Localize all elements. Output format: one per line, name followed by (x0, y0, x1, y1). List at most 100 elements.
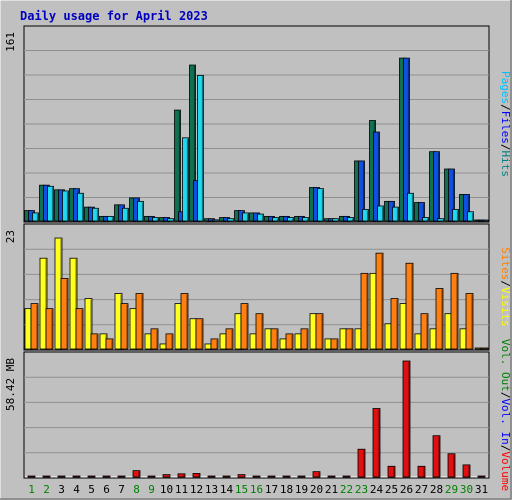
bar-sites-day-14 (225, 328, 234, 350)
bar-files-day-23 (358, 160, 365, 222)
bar-pages-day-20 (317, 188, 324, 222)
x-tick-label-day-20: 20 (310, 483, 323, 496)
bar-sites-day-15 (240, 303, 249, 350)
bar-sites-day-1 (30, 303, 39, 350)
x-tick-label-day-11: 11 (175, 483, 188, 496)
bar-pages-day-13 (212, 219, 219, 222)
bar-volume-day-9 (147, 475, 156, 478)
bar-volume-day-31 (477, 475, 486, 478)
bar-sites-day-10 (165, 333, 174, 350)
x-tick-label-day-16: 16 (250, 483, 263, 496)
legend-entry: / (499, 392, 512, 399)
legend-hits-files-pages: Pages/Files/Hits (499, 71, 512, 177)
series-pages (32, 75, 489, 222)
bar-volume-day-12 (192, 473, 201, 478)
chart-title: Daily usage for April 2023 (20, 9, 208, 23)
bar-volume-day-10 (162, 474, 171, 478)
bar-pages-day-30 (467, 211, 474, 222)
bar-volume-day-17 (267, 475, 276, 478)
bar-sites-day-25 (390, 298, 399, 350)
bar-pages-day-26 (407, 192, 414, 222)
bar-volume-day-8 (132, 470, 141, 478)
bar-pages-day-31 (482, 219, 489, 222)
bar-sites-day-16 (255, 313, 264, 350)
bar-pages-day-11 (182, 137, 189, 222)
bar-pages-day-16 (257, 213, 264, 222)
legend-entry: / (499, 280, 512, 287)
legend-entry: Sites (499, 247, 512, 280)
bar-volume-day-30 (462, 464, 471, 478)
bar-volume-day-7 (117, 475, 126, 478)
bar-volume-day-27 (417, 465, 426, 478)
x-tick-label-day-29: 29 (445, 483, 458, 496)
bar-volume-day-14 (222, 475, 231, 478)
legend-entry: Hits (499, 151, 512, 178)
y-max-label: 58.42 MB (4, 358, 17, 411)
bar-volume-day-21 (327, 475, 336, 478)
bar-pages-day-12 (197, 75, 204, 222)
legend-entry: Vol. In (499, 398, 512, 444)
bar-hits-day-12 (189, 64, 196, 222)
bar-volume-day-11 (177, 473, 186, 478)
plot-area (23, 351, 490, 479)
legend-entry: Pages (499, 71, 512, 104)
bar-sites-day-2 (45, 308, 54, 350)
bar-pages-day-21 (332, 218, 339, 222)
bar-pages-day-6 (107, 215, 114, 222)
x-tick-label-day-31: 31 (475, 483, 488, 496)
x-tick-label-day-1: 1 (28, 483, 35, 496)
x-tick-label-day-7: 7 (118, 483, 125, 496)
bar-sites-day-5 (90, 333, 99, 350)
bar-pages-day-27 (422, 217, 429, 222)
bar-pages-day-10 (167, 218, 174, 222)
panel-volume: 58.42 MB Vol. Out/Vol. In/Volume (4, 339, 512, 491)
x-tick-label-day-14: 14 (220, 483, 234, 496)
bar-visits-day-2 (39, 257, 48, 350)
bar-files-day-29 (448, 168, 455, 222)
x-tick-label-day-13: 13 (205, 483, 218, 496)
x-tick-label-day-5: 5 (88, 483, 95, 496)
bar-pages-day-5 (92, 207, 99, 222)
bar-volume-day-28 (432, 435, 441, 478)
bar-sites-day-7 (120, 303, 129, 350)
bar-files-day-27 (418, 202, 425, 222)
legend-entry: Visits (499, 287, 512, 327)
series-sites (30, 252, 489, 350)
x-tick-label-day-27: 27 (415, 483, 428, 496)
bar-volume-day-23 (357, 448, 366, 478)
bar-volume-day-15 (237, 474, 246, 478)
bar-pages-day-8 (137, 200, 144, 222)
bar-sites-day-23 (360, 272, 369, 350)
x-tick-label-day-9: 9 (148, 483, 155, 496)
bar-sites-day-24 (375, 252, 384, 350)
legend-entry: / (499, 104, 512, 111)
x-tick-label-day-28: 28 (430, 483, 443, 496)
panel-visits-sites: 23 Sites/Visits (4, 223, 512, 351)
bar-volume-day-1 (27, 475, 36, 478)
bar-pages-day-15 (242, 212, 249, 222)
x-tick-label-day-26: 26 (400, 483, 413, 496)
bar-volume-day-29 (447, 453, 456, 478)
bar-sites-day-30 (465, 293, 474, 350)
bar-volume-day-16 (252, 475, 261, 478)
legend-entry: Vol. Out (499, 339, 512, 392)
bar-sites-day-22 (345, 328, 354, 350)
bar-visits-day-4 (69, 257, 78, 350)
bar-pages-day-17 (272, 217, 279, 222)
bar-volume-day-20 (312, 471, 321, 478)
bar-volume-day-19 (297, 475, 306, 478)
bar-sites-day-17 (270, 328, 279, 350)
bar-pages-day-1 (32, 212, 39, 222)
bar-sites-day-20 (315, 313, 324, 350)
x-tick-label-day-22: 22 (340, 483, 353, 496)
x-tick-label-day-8: 8 (133, 483, 140, 496)
bar-volume-day-13 (207, 475, 216, 478)
bar-sites-day-13 (210, 338, 219, 350)
bar-pages-day-14 (227, 218, 234, 222)
bar-files-day-30 (463, 194, 470, 222)
x-tick-label-day-25: 25 (385, 483, 398, 496)
bar-pages-day-7 (122, 207, 129, 222)
bar-sites-day-29 (450, 272, 459, 350)
